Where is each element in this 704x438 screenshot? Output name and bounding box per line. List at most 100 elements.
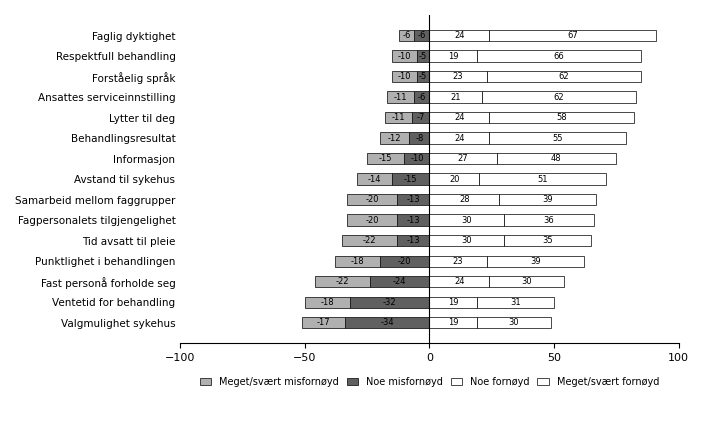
Text: 58: 58 — [556, 113, 567, 122]
Bar — [392, 173, 429, 185]
Text: 39: 39 — [542, 195, 553, 204]
Bar — [489, 112, 634, 123]
Bar — [499, 194, 596, 205]
Bar — [429, 215, 504, 226]
Text: 62: 62 — [558, 72, 570, 81]
Bar — [392, 50, 417, 62]
Bar — [429, 50, 477, 62]
Text: 21: 21 — [451, 92, 461, 102]
Bar — [305, 297, 350, 308]
Bar — [429, 153, 496, 164]
Text: 62: 62 — [553, 92, 564, 102]
Text: -17: -17 — [317, 318, 330, 327]
Text: 28: 28 — [459, 195, 470, 204]
Bar — [429, 112, 489, 123]
Text: 19: 19 — [448, 298, 458, 307]
Bar — [345, 317, 429, 328]
Bar — [429, 194, 499, 205]
Text: 48: 48 — [551, 154, 562, 163]
Bar — [347, 215, 397, 226]
Bar — [417, 71, 429, 82]
Bar — [489, 132, 626, 144]
Text: -7: -7 — [417, 113, 425, 122]
Bar — [496, 153, 616, 164]
Text: 30: 30 — [521, 277, 532, 286]
Bar — [477, 50, 641, 62]
Bar — [429, 71, 486, 82]
Text: -34: -34 — [380, 318, 394, 327]
Text: -12: -12 — [388, 134, 401, 143]
Text: 19: 19 — [448, 52, 458, 60]
Bar — [429, 132, 489, 144]
Text: 24: 24 — [454, 31, 465, 40]
Bar — [486, 255, 584, 267]
Bar — [429, 92, 482, 103]
Bar — [479, 173, 606, 185]
Text: -5: -5 — [419, 72, 427, 81]
Bar — [482, 92, 636, 103]
Text: 31: 31 — [510, 298, 521, 307]
Bar — [387, 92, 415, 103]
Bar — [347, 194, 397, 205]
Text: 19: 19 — [448, 318, 458, 327]
Bar — [429, 297, 477, 308]
Text: 30: 30 — [461, 215, 472, 225]
Text: -20: -20 — [398, 257, 411, 266]
Text: -10: -10 — [398, 52, 411, 60]
Bar — [397, 215, 429, 226]
Text: -13: -13 — [406, 195, 420, 204]
Text: 23: 23 — [453, 257, 463, 266]
Bar — [489, 276, 564, 287]
Text: 23: 23 — [453, 72, 463, 81]
Text: 24: 24 — [454, 134, 465, 143]
Bar — [429, 235, 504, 246]
Text: -6: -6 — [403, 31, 411, 40]
Bar — [504, 235, 591, 246]
Bar — [405, 153, 429, 164]
Text: -6: -6 — [417, 92, 426, 102]
Text: -22: -22 — [363, 236, 377, 245]
Text: -13: -13 — [406, 215, 420, 225]
Bar — [350, 297, 429, 308]
Text: 51: 51 — [537, 175, 548, 184]
Bar — [429, 30, 489, 41]
Bar — [415, 30, 429, 41]
Text: 66: 66 — [553, 52, 565, 60]
Bar — [412, 112, 429, 123]
Text: 55: 55 — [553, 134, 563, 143]
Text: -18: -18 — [351, 257, 364, 266]
Text: -8: -8 — [415, 134, 424, 143]
Bar — [504, 215, 593, 226]
Bar — [392, 71, 417, 82]
Text: 30: 30 — [509, 318, 520, 327]
Bar — [429, 276, 489, 287]
Bar — [399, 30, 415, 41]
Bar — [302, 317, 345, 328]
Bar — [384, 112, 412, 123]
Text: -24: -24 — [393, 277, 406, 286]
Text: -15: -15 — [379, 154, 393, 163]
Text: -6: -6 — [417, 31, 426, 40]
Bar — [429, 173, 479, 185]
Bar — [397, 235, 429, 246]
Legend: Meget/svært misfornøyd, Noe misfornøyd, Noe fornøyd, Meget/svært fornøyd: Meget/svært misfornøyd, Noe misfornøyd, … — [196, 373, 663, 391]
Bar — [429, 255, 486, 267]
Bar — [379, 132, 410, 144]
Bar — [417, 50, 429, 62]
Text: 27: 27 — [458, 154, 468, 163]
Text: -5: -5 — [419, 52, 427, 60]
Text: -32: -32 — [383, 298, 396, 307]
Text: -18: -18 — [320, 298, 334, 307]
Bar — [477, 297, 554, 308]
Text: 20: 20 — [449, 175, 460, 184]
Bar — [315, 276, 370, 287]
Text: -15: -15 — [404, 175, 417, 184]
Text: 24: 24 — [454, 113, 465, 122]
Bar — [334, 255, 379, 267]
Bar — [367, 153, 405, 164]
Text: 30: 30 — [461, 236, 472, 245]
Text: 39: 39 — [530, 257, 541, 266]
Text: -20: -20 — [365, 195, 379, 204]
Text: 36: 36 — [543, 215, 554, 225]
Text: -11: -11 — [391, 113, 405, 122]
